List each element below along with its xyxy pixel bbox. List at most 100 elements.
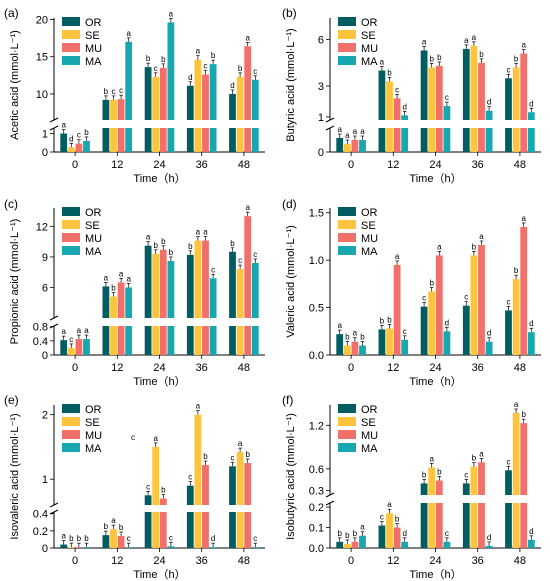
bar-MU-12	[117, 282, 125, 318]
bar-SE-0	[67, 147, 75, 152]
significance-letter: c	[445, 529, 449, 538]
chart-panel-d: (d) 0.0 0.5 1.0 1.5 Valeric acid (mmol·L⁻¹) 0 1…	[282, 197, 541, 388]
bar-MU-0	[351, 541, 359, 548]
significance-letter: a	[169, 9, 174, 18]
significance-letter: a	[245, 33, 250, 42]
significance-letter: a	[196, 47, 201, 56]
bar-MA-24-lower	[167, 326, 175, 355]
legend-swatch-MU	[338, 233, 356, 242]
significance-letter: b	[514, 266, 519, 275]
significance-letter: a	[429, 454, 434, 463]
significance-letter: a	[353, 329, 358, 338]
bar-MU-12	[393, 527, 401, 548]
legend-label-SE: SE	[85, 417, 100, 429]
y-tick-label: 0	[42, 543, 48, 555]
significance-letter: a	[153, 434, 158, 443]
bar-OR-48	[229, 251, 236, 318]
bar-MA-48	[251, 263, 259, 318]
y-tick-label: 0	[42, 147, 48, 159]
bar-SE-36	[194, 414, 202, 505]
chart-panel-c: (c) 0 0.4 0.8 6 9 12 Propionic acid (mmol·L⁻¹) 0…	[4, 197, 265, 388]
significance-letter: b	[169, 248, 174, 257]
significance-letter: c	[77, 131, 81, 140]
legend-label-MU: MU	[85, 233, 102, 245]
bar-MU-36	[202, 240, 209, 318]
bar-SE-0	[343, 345, 351, 355]
legend-label-MU: MU	[85, 430, 102, 442]
bar-SE-48	[512, 412, 520, 495]
bar-MA-36-lower	[209, 326, 217, 355]
y-tick-label: 6	[318, 35, 324, 47]
bar-OR-48-lower	[505, 503, 512, 548]
bar-MU-0	[75, 143, 83, 152]
axis-break-mark	[49, 315, 59, 321]
axis-break-mark	[325, 125, 335, 131]
bar-MA-48	[527, 112, 535, 120]
significance-letter: b	[104, 522, 109, 531]
bar-MU-48	[244, 463, 252, 505]
bar-SE-48	[236, 269, 244, 318]
legend-label-MA: MA	[361, 443, 378, 455]
significance-letter: a	[238, 439, 243, 448]
significance-letter: a	[126, 29, 131, 38]
significance-letter: b	[238, 64, 243, 73]
significance-letter: d	[487, 533, 491, 542]
bar-OR-36-lower	[186, 512, 194, 548]
x-axis-title: Time（h）	[409, 172, 461, 185]
legend-swatch-OR	[338, 17, 356, 26]
bar-MU-36	[478, 462, 485, 495]
legend-swatch-OR	[338, 404, 356, 413]
bar-MU-48-lower	[244, 512, 252, 548]
bar-SE-24-lower	[428, 503, 436, 548]
panel-label: (c)	[4, 197, 18, 211]
bar-MU-24	[435, 480, 443, 495]
legend-swatch-MU	[62, 43, 80, 52]
significance-letter: b	[521, 410, 526, 419]
bar-MU-12-lower	[117, 128, 125, 152]
significance-letter: d	[529, 319, 533, 328]
bar-MA-12	[401, 115, 409, 120]
legend-swatch-SE	[62, 220, 80, 229]
significance-letter: c	[464, 293, 468, 302]
legend-label-OR: OR	[85, 17, 102, 29]
significance-letter: c	[188, 473, 192, 482]
bar-OR-24-lower	[144, 512, 152, 548]
bar-MU-36	[202, 74, 209, 120]
bar-MU-48	[244, 46, 252, 120]
x-axis-title: Time（h）	[133, 375, 185, 388]
bar-MU-12	[393, 264, 401, 355]
significance-letter: a	[395, 252, 400, 261]
bar-OR-12-lower	[378, 128, 386, 152]
bar-SE-24-lower	[428, 128, 436, 152]
x-tick-label: 0	[72, 555, 78, 567]
bar-OR-48-lower	[229, 326, 236, 355]
bar-OR-48	[505, 470, 512, 495]
significance-letter: c	[507, 457, 511, 466]
bar-SE-24	[428, 291, 436, 355]
significance-letter: a	[472, 33, 477, 42]
significance-letter: a	[119, 269, 124, 278]
bar-MA-12	[401, 339, 409, 355]
bar-SE-48-lower	[236, 512, 244, 548]
bar-SE-24	[152, 76, 160, 120]
significance-letter: b	[337, 529, 342, 538]
bar-MA-0	[359, 140, 366, 152]
significance-letter: d	[402, 102, 406, 111]
bar-MU-48-lower	[520, 503, 528, 548]
y-tick-label: 1.2	[309, 420, 324, 432]
legend-swatch-SE	[62, 30, 80, 39]
significance-letter: a	[111, 516, 116, 525]
bar-SE-48-lower	[512, 503, 520, 548]
y-tick-label: 0	[318, 147, 324, 159]
bar-SE-36-lower	[470, 503, 478, 548]
x-tick-label: 0	[72, 362, 78, 374]
bar-MU-24	[159, 67, 167, 120]
y-axis-title: Isovaleric acid (mmol·L⁻¹)	[9, 413, 21, 539]
bar-OR-0	[336, 541, 344, 548]
significance-letter: a	[196, 402, 201, 411]
panel-label: (f)	[282, 393, 293, 407]
bar-OR-0	[336, 138, 344, 152]
y-tick-label: 1	[318, 112, 324, 124]
x-tick-label: 0	[348, 159, 354, 171]
bar-OR-48	[505, 310, 512, 355]
